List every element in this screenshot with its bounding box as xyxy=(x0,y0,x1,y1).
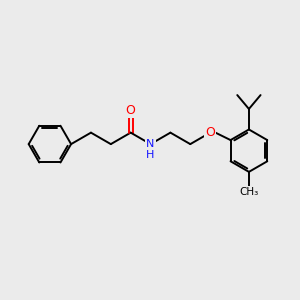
Text: N
H: N H xyxy=(146,139,155,160)
Text: CH₃: CH₃ xyxy=(239,187,259,197)
Text: O: O xyxy=(126,104,136,117)
Text: O: O xyxy=(205,126,215,139)
